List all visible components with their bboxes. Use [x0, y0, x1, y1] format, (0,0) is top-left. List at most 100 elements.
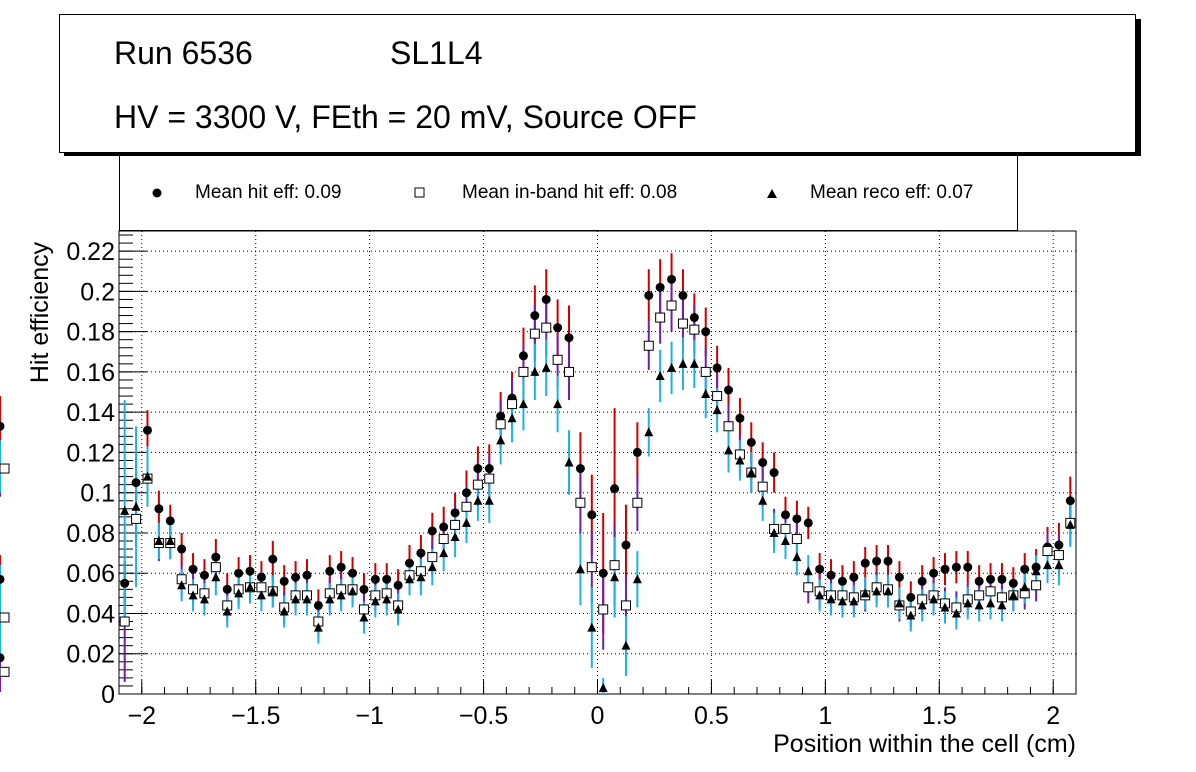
hit-eff-point: [667, 274, 677, 284]
inband-eff-point: [1042, 546, 1053, 557]
hit-eff-point: [678, 290, 688, 300]
hit-eff-point: [325, 566, 335, 576]
inband-eff-point: [791, 533, 802, 544]
reco-eff-point: [986, 598, 996, 608]
y-tick-label: 0.2: [80, 278, 115, 306]
plot-frame: [118, 230, 1077, 695]
inband-eff-point: [564, 366, 575, 377]
reco-eff-point: [974, 600, 984, 610]
inband-eff-point: [484, 473, 495, 484]
hit-eff-point: [951, 562, 961, 572]
reco-eff-point: [951, 608, 961, 618]
reco-eff-point: [906, 610, 916, 620]
y-tick-label: 0.1: [80, 480, 115, 508]
reco-eff-point: [416, 572, 426, 582]
hit-eff-point: [769, 468, 779, 478]
hit-eff-point: [177, 544, 187, 554]
reco-eff-point: [450, 531, 460, 541]
reco-eff-point: [154, 536, 164, 546]
axis-ticks: −2 −1.5 −1 −0.5 0 0.5 1 1.5 2 0 0.02 0.04 0.06 0.08 0.…: [66, 234, 1077, 730]
hit-eff-point: [405, 558, 415, 568]
reco-eff-point: [405, 574, 415, 584]
inband-eff-point: [700, 366, 711, 377]
hit-eff-point: [929, 568, 939, 578]
reco-eff-point: [291, 594, 301, 604]
legend-hit-label: Mean hit eff: 0.09: [195, 182, 342, 203]
reco-eff-point: [632, 574, 642, 584]
inband-eff-point: [677, 318, 688, 329]
hit-eff-point: [0, 574, 5, 584]
reco-eff-point: [484, 495, 494, 505]
inband-eff-point: [0, 612, 10, 623]
hit-eff-point: [199, 570, 209, 580]
hit-eff-point: [655, 282, 665, 292]
reco-eff-point: [530, 366, 540, 376]
reco-eff-point: [234, 588, 244, 598]
reco-eff-point: [667, 362, 677, 372]
hit-eff-point: [256, 572, 266, 582]
reco-eff-point: [177, 580, 187, 590]
y-tick-label: 0: [101, 681, 115, 709]
reco-eff-point: [769, 527, 779, 537]
reco-eff-point: [746, 467, 756, 477]
reco-eff-point: [689, 358, 699, 368]
reco-eff-point: [325, 594, 335, 604]
hit-eff-point: [461, 488, 471, 498]
reco-eff-point: [803, 566, 813, 576]
inband-eff-point: [472, 479, 483, 490]
reco-eff-point: [188, 590, 198, 600]
hit-eff-point: [154, 504, 164, 514]
hit-eff-point: [370, 574, 380, 584]
reco-eff-point: [553, 399, 563, 409]
hit-eff-point: [450, 508, 460, 518]
hit-eff-point: [575, 464, 585, 474]
x-tick-label: 1.5: [922, 702, 957, 730]
hit-eff-point: [439, 522, 449, 532]
inband-eff-point: [620, 600, 631, 611]
reco-eff-point: [780, 536, 790, 546]
inband-eff-point: [780, 523, 791, 534]
reco-eff-point: [815, 590, 825, 600]
hit-eff-point: [222, 584, 232, 594]
hit-eff-point: [279, 576, 289, 586]
hit-eff-point: [131, 478, 141, 488]
x-tick-label: −0.5: [459, 702, 508, 730]
inband-eff-point: [1053, 550, 1064, 561]
reco-eff-point: [427, 562, 437, 572]
reco-eff-point: [256, 590, 266, 600]
hit-eff-point: [860, 558, 870, 568]
inband-eff-point: [598, 604, 609, 615]
y-tick-label: 0.18: [66, 319, 115, 347]
reco-eff-point: [302, 594, 312, 604]
hit-eff-point: [291, 572, 301, 582]
reco-eff-point: [1020, 582, 1030, 592]
y-tick-label: 0.22: [66, 238, 115, 266]
reco-eff-point: [929, 594, 939, 604]
run-label: Run 6536: [114, 35, 253, 71]
inband-eff-point: [552, 354, 563, 365]
hit-eff-point: [735, 413, 745, 423]
hit-eff-point: [1065, 496, 1075, 506]
y-tick-label: 0.16: [66, 359, 115, 387]
reco-eff-point: [724, 445, 734, 455]
y-tick-label: 0.12: [66, 439, 115, 467]
reco-eff-point: [1043, 560, 1053, 570]
reco-eff-point: [826, 594, 836, 604]
hit-eff-point: [120, 578, 130, 588]
reco-eff-point: [1054, 560, 1064, 570]
hit-eff-point: [792, 514, 802, 524]
reco-eff-point: [1065, 519, 1075, 529]
hit-eff-point: [302, 570, 312, 580]
inband-eff-point: [529, 328, 540, 339]
hit-eff-point: [997, 574, 1007, 584]
hit-eff-point: [1054, 540, 1064, 550]
reco-eff-point: [883, 586, 893, 596]
inband-eff-point: [974, 590, 985, 601]
reco-eff-point: [222, 606, 232, 616]
hit-eff-point: [610, 484, 620, 494]
legend-inband-label: Mean in-band hit eff: 0.08: [462, 182, 678, 203]
x-tick-label: −1: [355, 702, 384, 730]
reco-eff-point: [575, 564, 585, 574]
y-tick-label: 0.02: [66, 641, 115, 669]
y-axis-title: Hit efficiency: [26, 241, 55, 384]
